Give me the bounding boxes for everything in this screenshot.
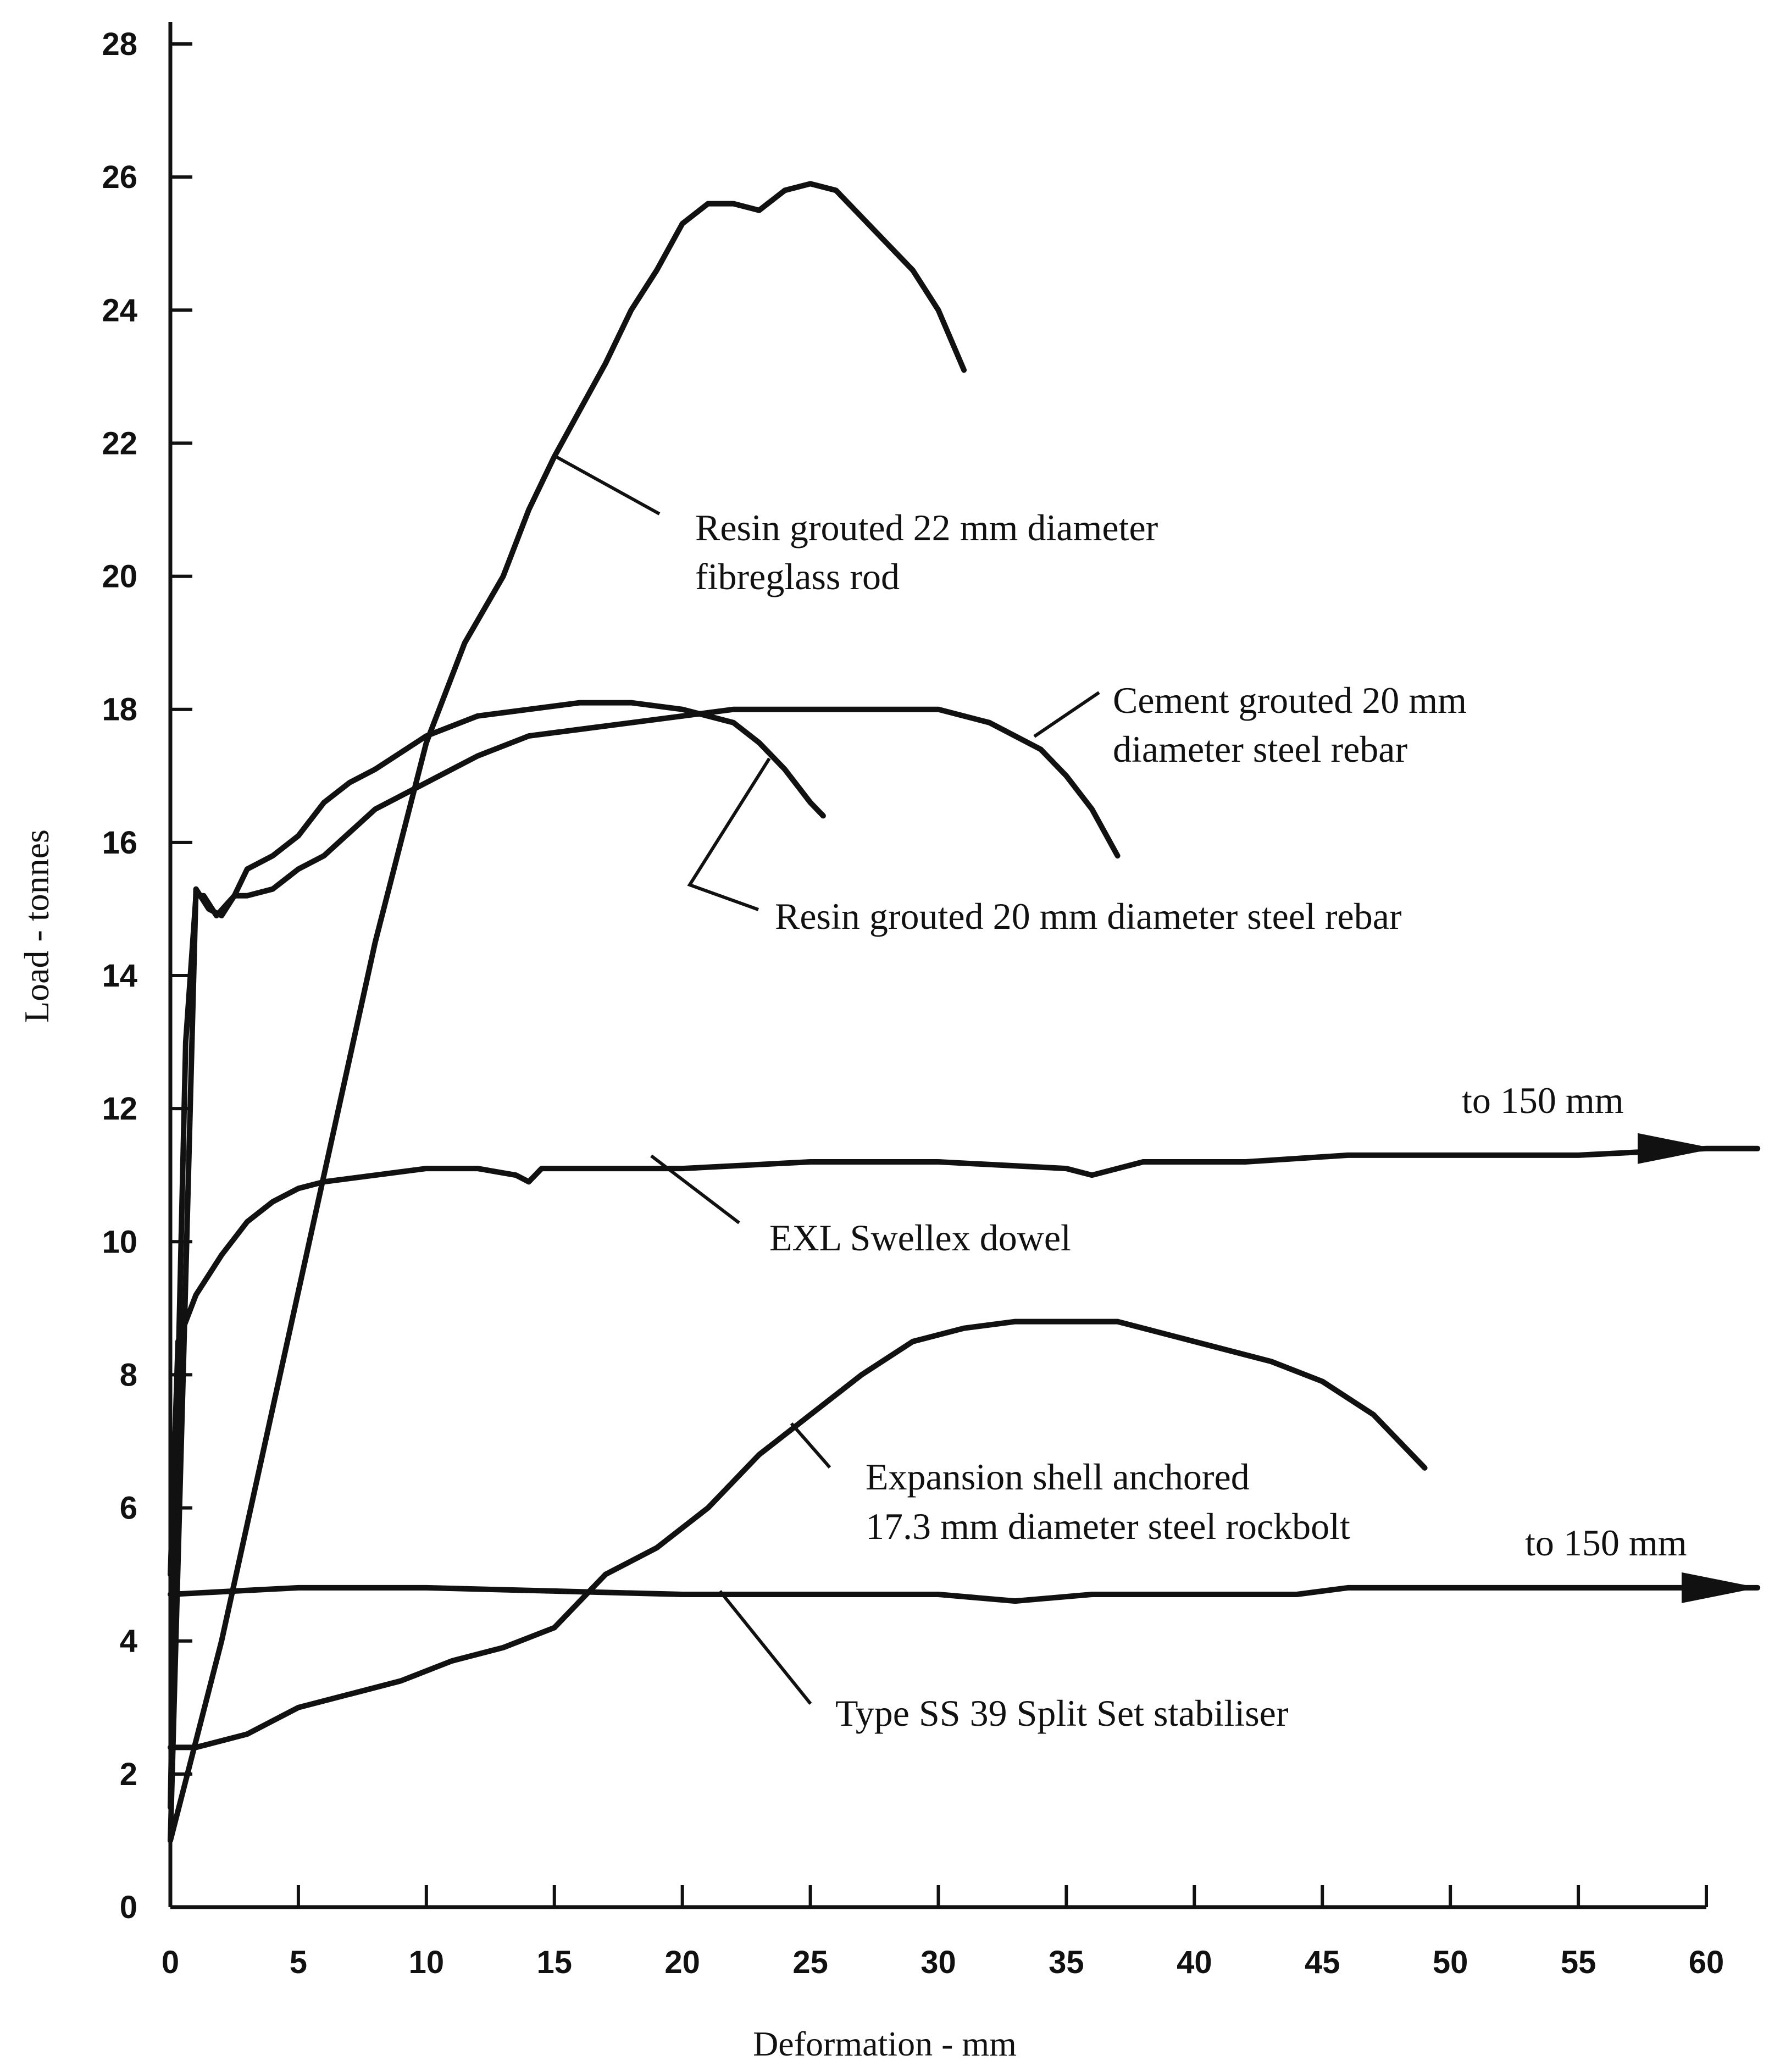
y-tick-label: 10 [102,1224,137,1260]
y-axis-title: Load - tonnes [17,829,56,1023]
x-tick-label: 25 [792,1944,828,1980]
x-tick-label: 15 [536,1944,572,1980]
x-tick-label: 45 [1305,1944,1340,1980]
fibreglass-rod-curve [168,181,967,1843]
x-tick-label: 5 [290,1944,307,1980]
y-tick-label: 8 [120,1357,137,1393]
annotation-splitset: Type SS 39 Split Set stabiliser [835,1692,1289,1734]
y-tick-label: 22 [102,425,137,461]
x-tick-label: 55 [1561,1944,1596,1980]
annotation-swellex: EXL Swellex dowel [769,1217,1071,1259]
split-set-leader [718,1590,812,1705]
split-set-arrow-head [1682,1572,1759,1603]
annotation-rockbolt-line2: 17.3 mm diameter steel rockbolt [866,1505,1350,1547]
y-tick-label: 18 [102,692,137,728]
x-tick-label: 50 [1433,1944,1468,1980]
split-set-curve [168,1585,1761,1604]
annotation-rockbolt-line1: Expansion shell anchored [866,1456,1250,1498]
expansion-shell-rockbolt-curve [168,1318,1428,1750]
x-axis-title: Deformation - mm [753,2024,1017,2063]
x-tick-label: 35 [1049,1944,1084,1980]
y-tick-label: 28 [102,26,137,62]
labels: Load - tonnes Deformation - mm Resin gro… [17,507,1687,2063]
x-tick-label: 0 [162,1944,179,1980]
y-tick-label: 26 [102,159,137,195]
y-tick-label: 16 [102,825,137,861]
annotation-cement-rebar-line1: Cement grouted 20 mm [1113,679,1467,721]
cement-grouted-rebar-curve [168,706,1121,1810]
annotation-swellex-arrow-label: to 150 mm [1462,1079,1624,1121]
annotation-fibreglass-rod-line2: fibreglass rod [695,556,900,597]
x-tick-label: 20 [664,1944,700,1980]
y-tick-label: 20 [102,559,137,595]
swellex-leader [650,1154,740,1225]
x-tick-label: 40 [1177,1944,1212,1980]
swellex-dowel-curve [168,1145,1761,1577]
rockbolt-leader [790,1422,831,1469]
x-tick-label: 60 [1689,1944,1724,1980]
x-tick-label: 30 [920,1944,956,1980]
y-tick-label: 2 [120,1757,137,1792]
annotation-splitset-arrow-label: to 150 mm [1525,1522,1687,1564]
y-tick-label: 0 [120,1890,137,1925]
annotation-cement-rebar-line2: diameter steel rebar [1113,728,1407,770]
y-tick-label: 6 [120,1491,137,1526]
curves [168,181,1761,1843]
annotation-fibreglass-rod-line1: Resin grouted 22 mm diameter [695,507,1158,549]
fibreglass-rod-leader [554,455,661,516]
y-tick-label: 14 [102,958,137,994]
resin-grouted-rebar-curve [168,700,826,1843]
y-tick-label: 4 [120,1624,137,1659]
cement-rebar-leader [1033,691,1100,738]
leader-lines [554,455,1100,1705]
annotation-resin-rebar: Resin grouted 20 mm diameter steel rebar [775,895,1402,937]
y-tick-label: 12 [102,1091,137,1127]
swellex-arrow-head [1638,1133,1715,1164]
y-tick-label: 24 [102,292,137,328]
resin-rebar-leader [687,757,771,911]
x-tick-label: 10 [409,1944,445,1980]
